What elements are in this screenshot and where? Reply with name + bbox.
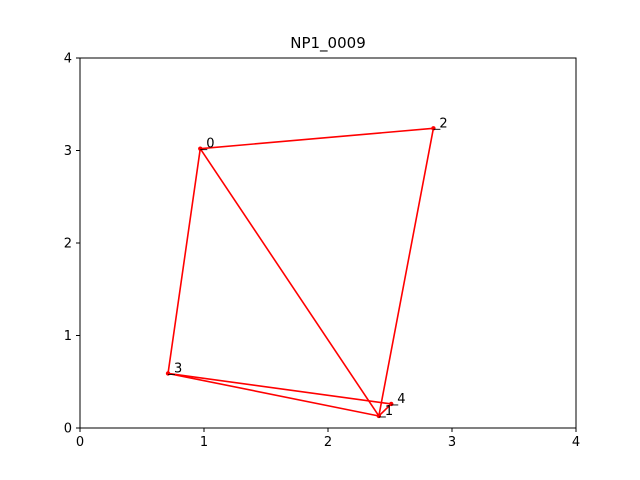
- x-tick-label: 2: [324, 435, 332, 450]
- y-tick-label: 2: [64, 237, 72, 252]
- point-4: [389, 401, 394, 407]
- point-label: 4: [397, 392, 405, 407]
- x-tick-label: 3: [448, 435, 456, 450]
- point-label: 3: [174, 361, 182, 376]
- y-tick-label: 0: [64, 422, 72, 437]
- point-0: [198, 146, 203, 151]
- point-label: 1: [385, 404, 393, 419]
- y-tick-label: 3: [64, 144, 72, 159]
- edge-0-2: [199, 127, 435, 150]
- point-2: [431, 126, 436, 131]
- edge-1-0: [199, 147, 380, 417]
- x-tick-label: 4: [572, 435, 580, 450]
- chart-marks: 0 1 2 3 4: [165, 116, 448, 419]
- edge-2-1: [378, 127, 435, 417]
- y-tick-label: 1: [64, 329, 72, 344]
- chart-title: NP1_0009: [290, 34, 365, 53]
- x-tick-label: 0: [76, 435, 84, 450]
- y-tick-label: 4: [64, 52, 72, 67]
- chart-axes: 0 1 2 3 4 0 1 2 3 4: [64, 52, 580, 451]
- edge-1-4: [378, 403, 393, 417]
- point-3: [165, 371, 171, 376]
- point-label: 2: [439, 116, 447, 131]
- point-label: 0: [206, 137, 214, 152]
- x-tick-label: 1: [200, 435, 208, 450]
- edge-4-3: [167, 372, 393, 405]
- point-1: [376, 413, 382, 419]
- edge-0-3: [167, 147, 202, 375]
- edge-3-1: [167, 372, 380, 417]
